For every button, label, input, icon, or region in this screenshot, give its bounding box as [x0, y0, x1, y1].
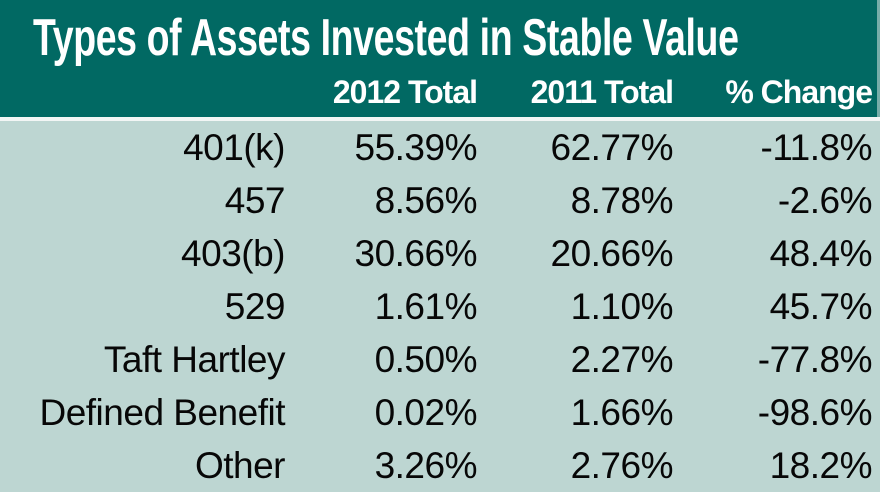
cell-pct-change: -2.6%: [777, 180, 873, 221]
cell-pct-change: -11.8%: [760, 127, 873, 168]
row-label: Taft Hartley: [103, 339, 286, 380]
table-row: Other 3.26% 2.76% 18.2%: [0, 439, 880, 492]
cell-2012-total: 0.02%: [374, 392, 478, 433]
table-title: Types of Assets Invested in Stable Value: [33, 9, 739, 67]
cell-2012-total: 3.26%: [374, 445, 478, 486]
column-header-2011-total: 2011 Total: [530, 74, 674, 110]
cell-2011-total: 1.10%: [570, 286, 674, 327]
column-header-row: 2012 Total 2011 Total % Change: [0, 74, 880, 111]
cell-2012-total: 30.66%: [354, 233, 478, 274]
table-row: 401(k) 55.39% 62.77% -11.8%: [0, 121, 880, 174]
cell-pct-change: -98.6%: [757, 392, 873, 433]
cell-2012-total: 1.61%: [374, 286, 478, 327]
cell-2011-total: 2.27%: [570, 339, 674, 380]
cell-2011-total: 8.78%: [570, 180, 674, 221]
row-label: 529: [224, 286, 286, 327]
cell-2012-total: 8.56%: [374, 180, 478, 221]
table-row: 403(b) 30.66% 20.66% 48.4%: [0, 227, 880, 280]
table-row: 457 8.56% 8.78% -2.6%: [0, 174, 880, 227]
cell-2011-total: 1.66%: [570, 392, 674, 433]
row-label: 403(b): [181, 233, 285, 274]
row-label: Other: [194, 445, 286, 486]
cell-2012-total: 0.50%: [374, 339, 478, 380]
row-label: 457: [224, 180, 286, 221]
cell-2011-total: 62.77%: [550, 127, 674, 168]
column-header-empty: [0, 74, 285, 111]
cell-2012-total: 55.39%: [354, 127, 478, 168]
cell-pct-change: 18.2%: [769, 445, 873, 486]
cell-2011-total: 20.66%: [550, 233, 674, 274]
header-separator: [0, 117, 880, 121]
cell-2011-total: 2.76%: [570, 445, 674, 486]
table-header: Types of Assets Invested in Stable Value…: [0, 0, 880, 117]
column-header-pct-change: % Change: [725, 74, 873, 110]
cell-pct-change: 48.4%: [769, 233, 873, 274]
row-label: Defined Benefit: [39, 392, 285, 433]
table-body: 401(k) 55.39% 62.77% -11.8% 457 8.56% 8.…: [0, 121, 880, 492]
table-row: 529 1.61% 1.10% 45.7%: [0, 280, 880, 333]
table-row: Defined Benefit 0.02% 1.66% -98.6%: [0, 386, 880, 439]
cell-pct-change: 45.7%: [769, 286, 873, 327]
table-row: Taft Hartley 0.50% 2.27% -77.8%: [0, 333, 880, 386]
column-header-2012-total: 2012 Total: [332, 74, 478, 110]
cell-pct-change: -77.8%: [757, 339, 873, 380]
row-label: 401(k): [183, 127, 285, 168]
